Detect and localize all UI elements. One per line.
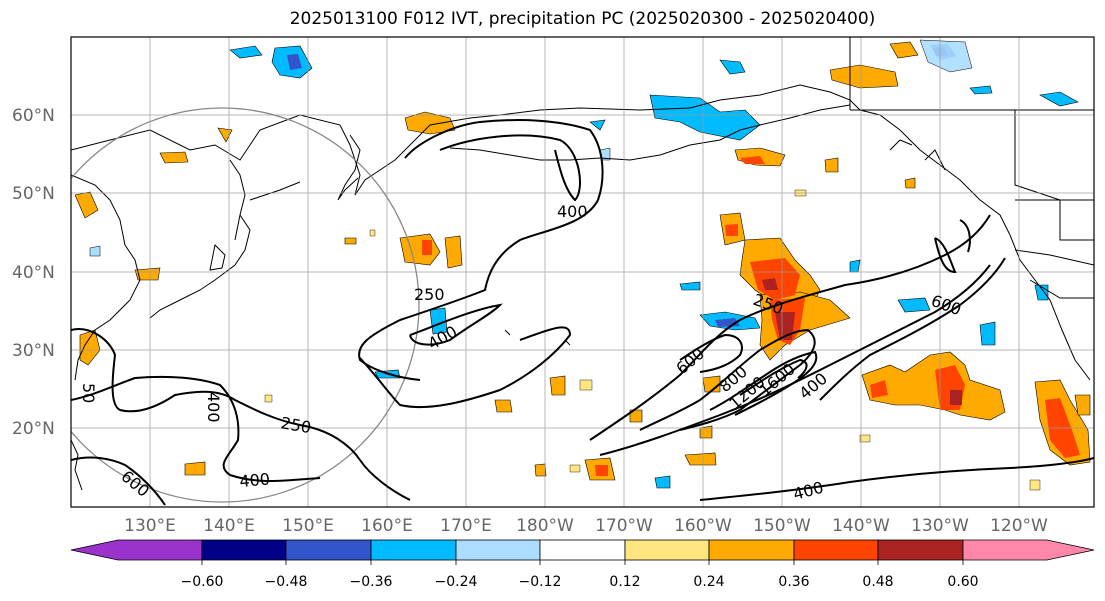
- colorbar-segment: [793, 539, 879, 561]
- colorbar-tick: −0.36: [350, 574, 393, 590]
- colorbar-segment: [455, 539, 541, 561]
- colorbar-tick: 0.36: [778, 574, 809, 590]
- ivt-contours: [71, 119, 1094, 506]
- colorbar-tick: −0.48: [265, 574, 308, 590]
- colorbar-segment: [201, 539, 287, 561]
- lon-label: 170°W: [595, 516, 653, 536]
- radius-circle: [71, 107, 420, 503]
- contour-label: 250: [414, 285, 445, 304]
- lon-label: 150°E: [282, 516, 334, 536]
- precip-shading: [74, 39, 1091, 491]
- lon-label: 150°W: [753, 516, 811, 536]
- lat-label: 60°N: [12, 106, 55, 126]
- contour-label: 400: [239, 469, 271, 491]
- contour-label: 50: [79, 383, 98, 403]
- colorbar-segment: [285, 539, 372, 561]
- lat-label: 40°N: [12, 263, 55, 283]
- map-frame: [70, 36, 1095, 508]
- latitude-labels: 60°N 50°N 40°N 30°N 20°N: [12, 106, 55, 439]
- colorbar-segment: [539, 539, 626, 561]
- colorbar-tick: −0.60: [181, 574, 224, 590]
- colorbar: [70, 539, 1095, 561]
- map-title: 2025013100 F012 IVT, precipitation PC (2…: [289, 9, 876, 29]
- lon-label: 180°W: [516, 516, 574, 536]
- lon-label: 160°W: [674, 516, 732, 536]
- colorbar-tick: −0.12: [519, 574, 562, 590]
- colorbar-tick: 0.48: [862, 574, 893, 590]
- lon-label: 120°W: [990, 516, 1048, 536]
- colorbar-segment: [370, 539, 457, 561]
- longitude-labels: 130°E 140°E 150°E 160°E 170°E 180°W 170°…: [124, 516, 1048, 536]
- lat-label: 20°N: [12, 419, 55, 439]
- colorbar-tick-labels: −0.60 −0.48 −0.36 −0.24 −0.12 0.12 0.24 …: [181, 574, 979, 590]
- lon-label: 140°E: [203, 516, 255, 536]
- colorbar-tick: 0.60: [947, 574, 978, 590]
- lon-label: 170°E: [440, 516, 492, 536]
- colorbar-ticks: [201, 560, 964, 565]
- lon-label: 130°E: [124, 516, 176, 536]
- colorbar-tick: 0.24: [693, 574, 724, 590]
- colorbar-extend-max: [962, 539, 1095, 561]
- colorbar-tick: −0.24: [435, 574, 478, 590]
- lon-label: 140°W: [832, 516, 890, 536]
- colorbar-segment: [708, 539, 795, 561]
- graticule: [71, 37, 1094, 507]
- colorbar-tick: 0.12: [609, 574, 640, 590]
- lat-label: 30°N: [12, 341, 55, 361]
- contour-label: 400: [557, 202, 588, 221]
- colorbar-segment: [624, 539, 710, 561]
- colorbar-segment: [877, 539, 964, 561]
- lon-label: 130°W: [911, 516, 969, 536]
- colorbar-extend-min: [70, 539, 203, 561]
- lon-label: 160°E: [361, 516, 413, 536]
- lat-label: 50°N: [12, 184, 55, 204]
- contour-label: 400: [204, 392, 223, 423]
